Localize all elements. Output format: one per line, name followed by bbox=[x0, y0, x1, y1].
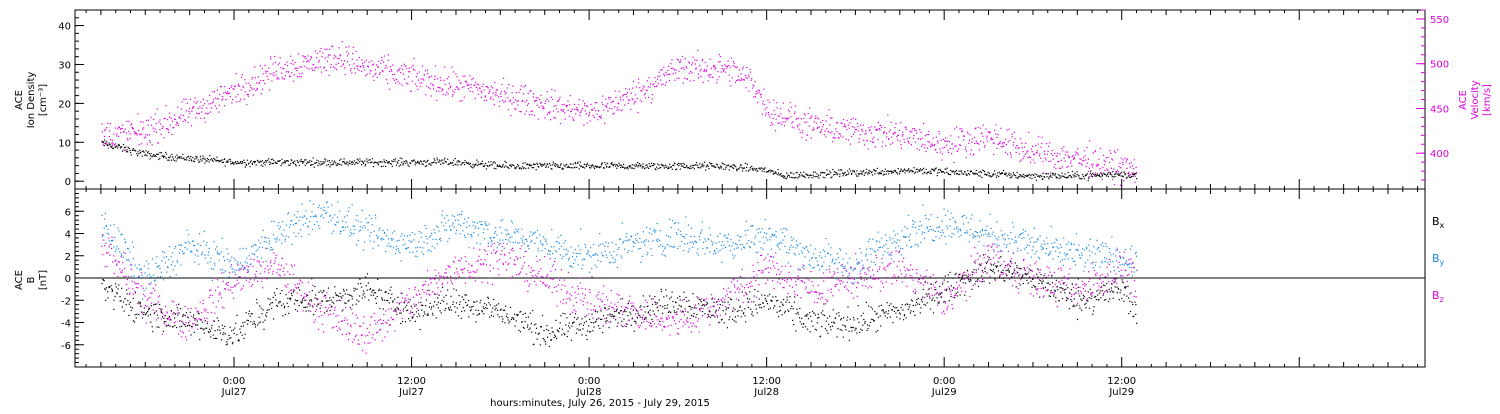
x-tick-label-date: Jul29 bbox=[1108, 387, 1134, 398]
top-right-axis-label: ACEVelocity[km/s] bbox=[1458, 80, 1493, 119]
y-tick-label: -2 bbox=[61, 296, 71, 307]
y-right-tick-label: 550 bbox=[1430, 15, 1449, 26]
legend-entry: Bz bbox=[1432, 289, 1444, 304]
top-right-axis: 400 450 500 550 bbox=[1416, 10, 1449, 189]
y-axis-label-line: B bbox=[26, 276, 37, 283]
y-axis-label-line: ACE bbox=[14, 90, 25, 110]
y-axis-label-line: ACE bbox=[1458, 90, 1469, 110]
bottom-y-axis-label: ACEB[nT] bbox=[14, 270, 49, 290]
y-tick-label: 10 bbox=[58, 138, 71, 149]
x-tick-label-date: Jul28 bbox=[753, 387, 779, 398]
legend-entry: Bx bbox=[1432, 215, 1445, 230]
by-points bbox=[102, 200, 1138, 300]
x-tick-label-time: 12:00 bbox=[1107, 376, 1136, 387]
y-axis-label-line: [cm⁻³] bbox=[38, 84, 49, 116]
y-tick-label: 2 bbox=[65, 252, 71, 263]
x-tick-label-date: Jul27 bbox=[398, 387, 424, 398]
x-tick-label-time: 12:00 bbox=[752, 376, 781, 387]
y-tick-label: 20 bbox=[58, 99, 71, 110]
x-tick-label-date: Jul28 bbox=[576, 387, 602, 398]
y-tick-label: 0 bbox=[65, 274, 71, 285]
y-axis-label-line: Ion Density bbox=[26, 72, 37, 129]
x-tick-label-time: 12:00 bbox=[397, 376, 426, 387]
top-y-axis-label: ACEIon Density[cm⁻³] bbox=[14, 72, 49, 129]
x-tick-label-date: Jul27 bbox=[221, 387, 247, 398]
x-tick-label-time: 0:00 bbox=[578, 376, 600, 387]
y-axis-label-line: [nT] bbox=[38, 270, 49, 290]
legend: Bx By Bz bbox=[1432, 215, 1445, 304]
x-tick-label-time: 0:00 bbox=[933, 376, 955, 387]
legend-entry: By bbox=[1432, 252, 1445, 267]
bottom-panel: -6 -4 -2 0 2 4 6 ACEB[nT] Bx By Bz bbox=[14, 189, 1445, 367]
y-tick-label: 40 bbox=[58, 22, 71, 33]
y-right-tick-label: 450 bbox=[1430, 104, 1449, 115]
y-axis-label-line: Velocity bbox=[1470, 80, 1481, 119]
y-right-tick-label: 500 bbox=[1430, 60, 1449, 71]
y-tick-label: 6 bbox=[65, 207, 71, 218]
top-left-axis: 0 10 20 30 40 bbox=[58, 10, 84, 189]
y-tick-label: -6 bbox=[61, 341, 71, 352]
y-axis-label-line: [km/s] bbox=[1482, 84, 1493, 116]
bz-points bbox=[101, 234, 1137, 354]
x-axis-label: hours:minutes, July 26, 2015 - July 29, … bbox=[490, 398, 710, 409]
density-points bbox=[101, 139, 1137, 181]
bx-points bbox=[101, 254, 1137, 347]
y-tick-label: 4 bbox=[65, 230, 71, 241]
velocity-points bbox=[101, 41, 1137, 186]
y-right-tick-label: 400 bbox=[1430, 149, 1449, 160]
x-axis: 0:00Jul2712:00Jul270:00Jul2812:00Jul280:… bbox=[86, 10, 1418, 398]
y-tick-label: -4 bbox=[61, 319, 71, 330]
top-panel-frame bbox=[75, 10, 1425, 189]
y-tick-label: 0 bbox=[65, 177, 71, 188]
y-tick-label: 30 bbox=[58, 60, 71, 71]
x-tick-label-time: 0:00 bbox=[223, 376, 245, 387]
x-tick-label-date: Jul29 bbox=[931, 387, 957, 398]
y-axis-label-line: ACE bbox=[14, 270, 25, 290]
